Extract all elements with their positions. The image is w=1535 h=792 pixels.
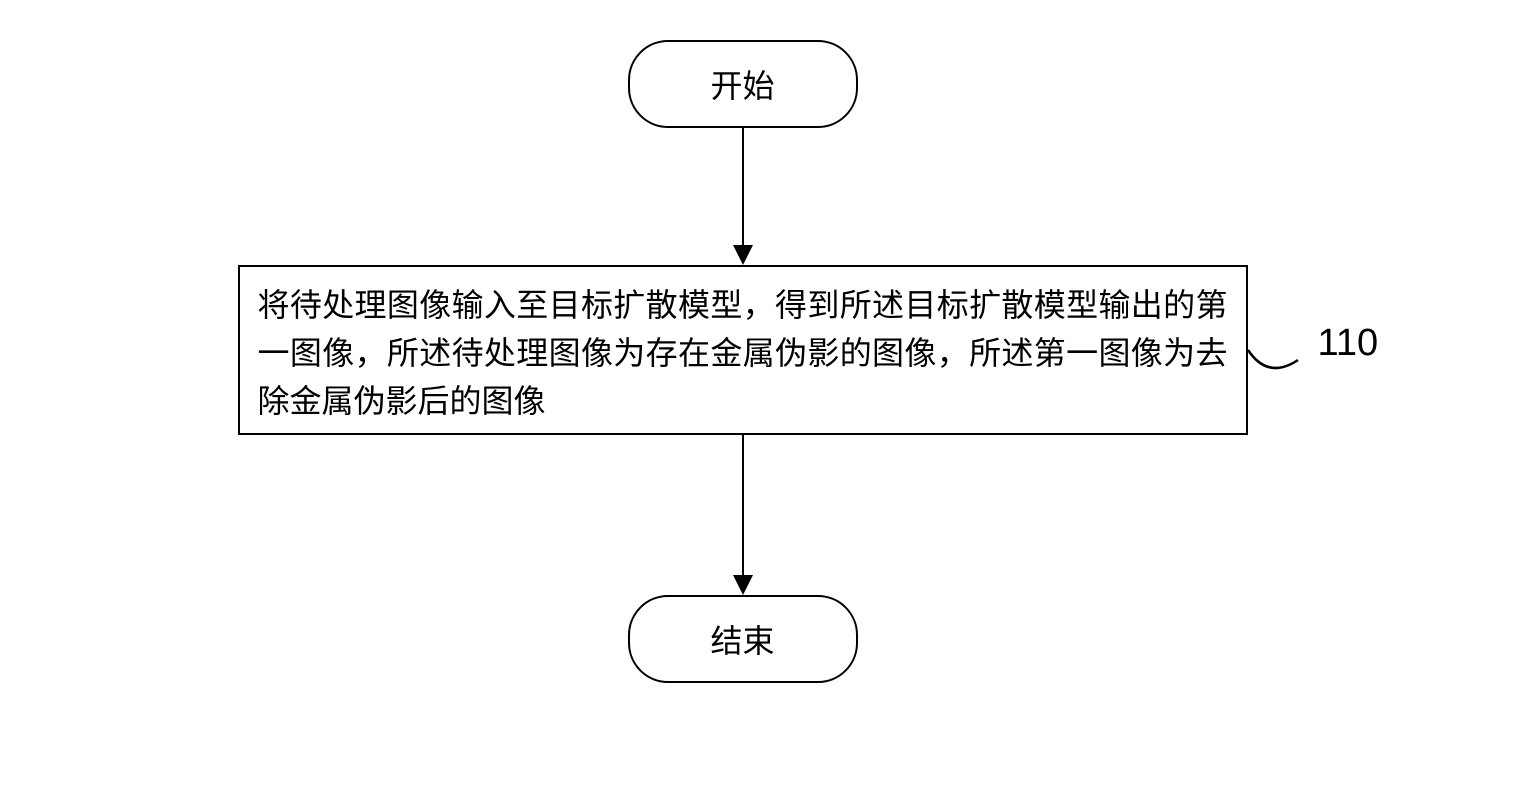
flowchart-container: 开始 将待处理图像输入至目标扩散模型，得到所述目标扩散模型输出的第一图像，所述待… — [168, 40, 1368, 740]
start-label: 开始 — [710, 61, 774, 107]
process-node: 将待处理图像输入至目标扩散模型，得到所述目标扩散模型输出的第一图像，所述待处理图… — [238, 265, 1248, 435]
end-label: 结束 — [710, 616, 774, 662]
reference-connector — [1248, 330, 1318, 380]
arrowhead-2 — [733, 575, 753, 595]
process-label: 将待处理图像输入至目标扩散模型，得到所述目标扩散模型输出的第一图像，所述待处理图… — [258, 287, 1228, 419]
end-node: 结束 — [628, 595, 858, 683]
arrow-line-start-to-process — [742, 128, 744, 248]
arrowhead-1 — [733, 245, 753, 265]
start-node: 开始 — [628, 40, 858, 128]
reference-label-110: 110 — [1318, 322, 1379, 365]
arrow-line-process-to-end — [742, 435, 744, 578]
